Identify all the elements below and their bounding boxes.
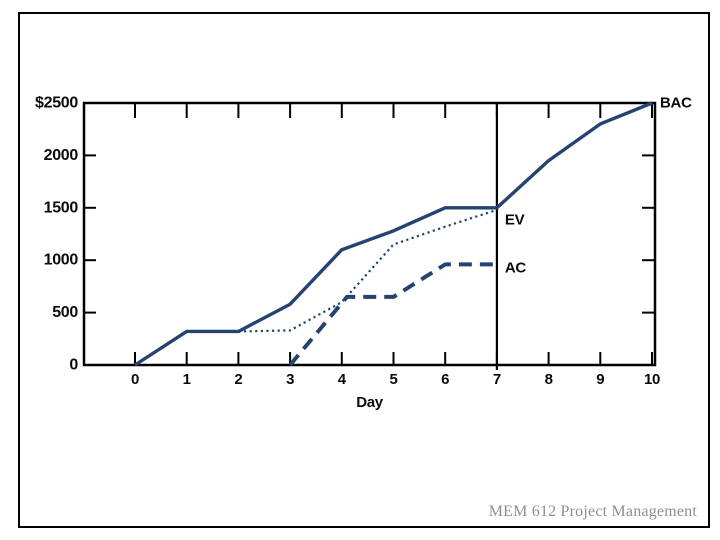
x-tick-label: 3 [286,371,294,388]
slide-border [18,12,710,528]
annotation-ev-label: EV [505,211,525,228]
x-tick-label: 1 [183,371,191,388]
y-tick-label: 0 [69,357,78,374]
x-tick-label: 9 [596,371,604,388]
x-tick-label: 7 [493,371,501,388]
ac-line [288,262,497,367]
x-tick-label: 10 [644,371,660,388]
footer-course-label: MEM 612 Project Management [488,503,697,520]
x-tick-label: 6 [441,371,449,388]
y-tick-label: 2000 [44,147,79,164]
annotation-bac-label: BAC [660,95,692,112]
pv-bac-line [134,101,653,367]
x-axis-title: Day [356,394,384,411]
y-tick-label: 1500 [44,199,79,216]
x-tick-label: 2 [234,371,242,388]
annotation-ac-label: AC [505,260,527,277]
y-tick-label: 500 [52,304,78,321]
x-tick-label: 0 [131,371,139,388]
chart-frame [82,101,657,367]
x-tick-label: 5 [389,371,397,388]
x-tick-label: 4 [338,371,347,388]
ev-line [238,208,498,333]
y-tick-label: 1000 [44,252,79,269]
x-tick-label: 8 [545,371,553,388]
y-tick-label: $2500 [35,95,78,112]
